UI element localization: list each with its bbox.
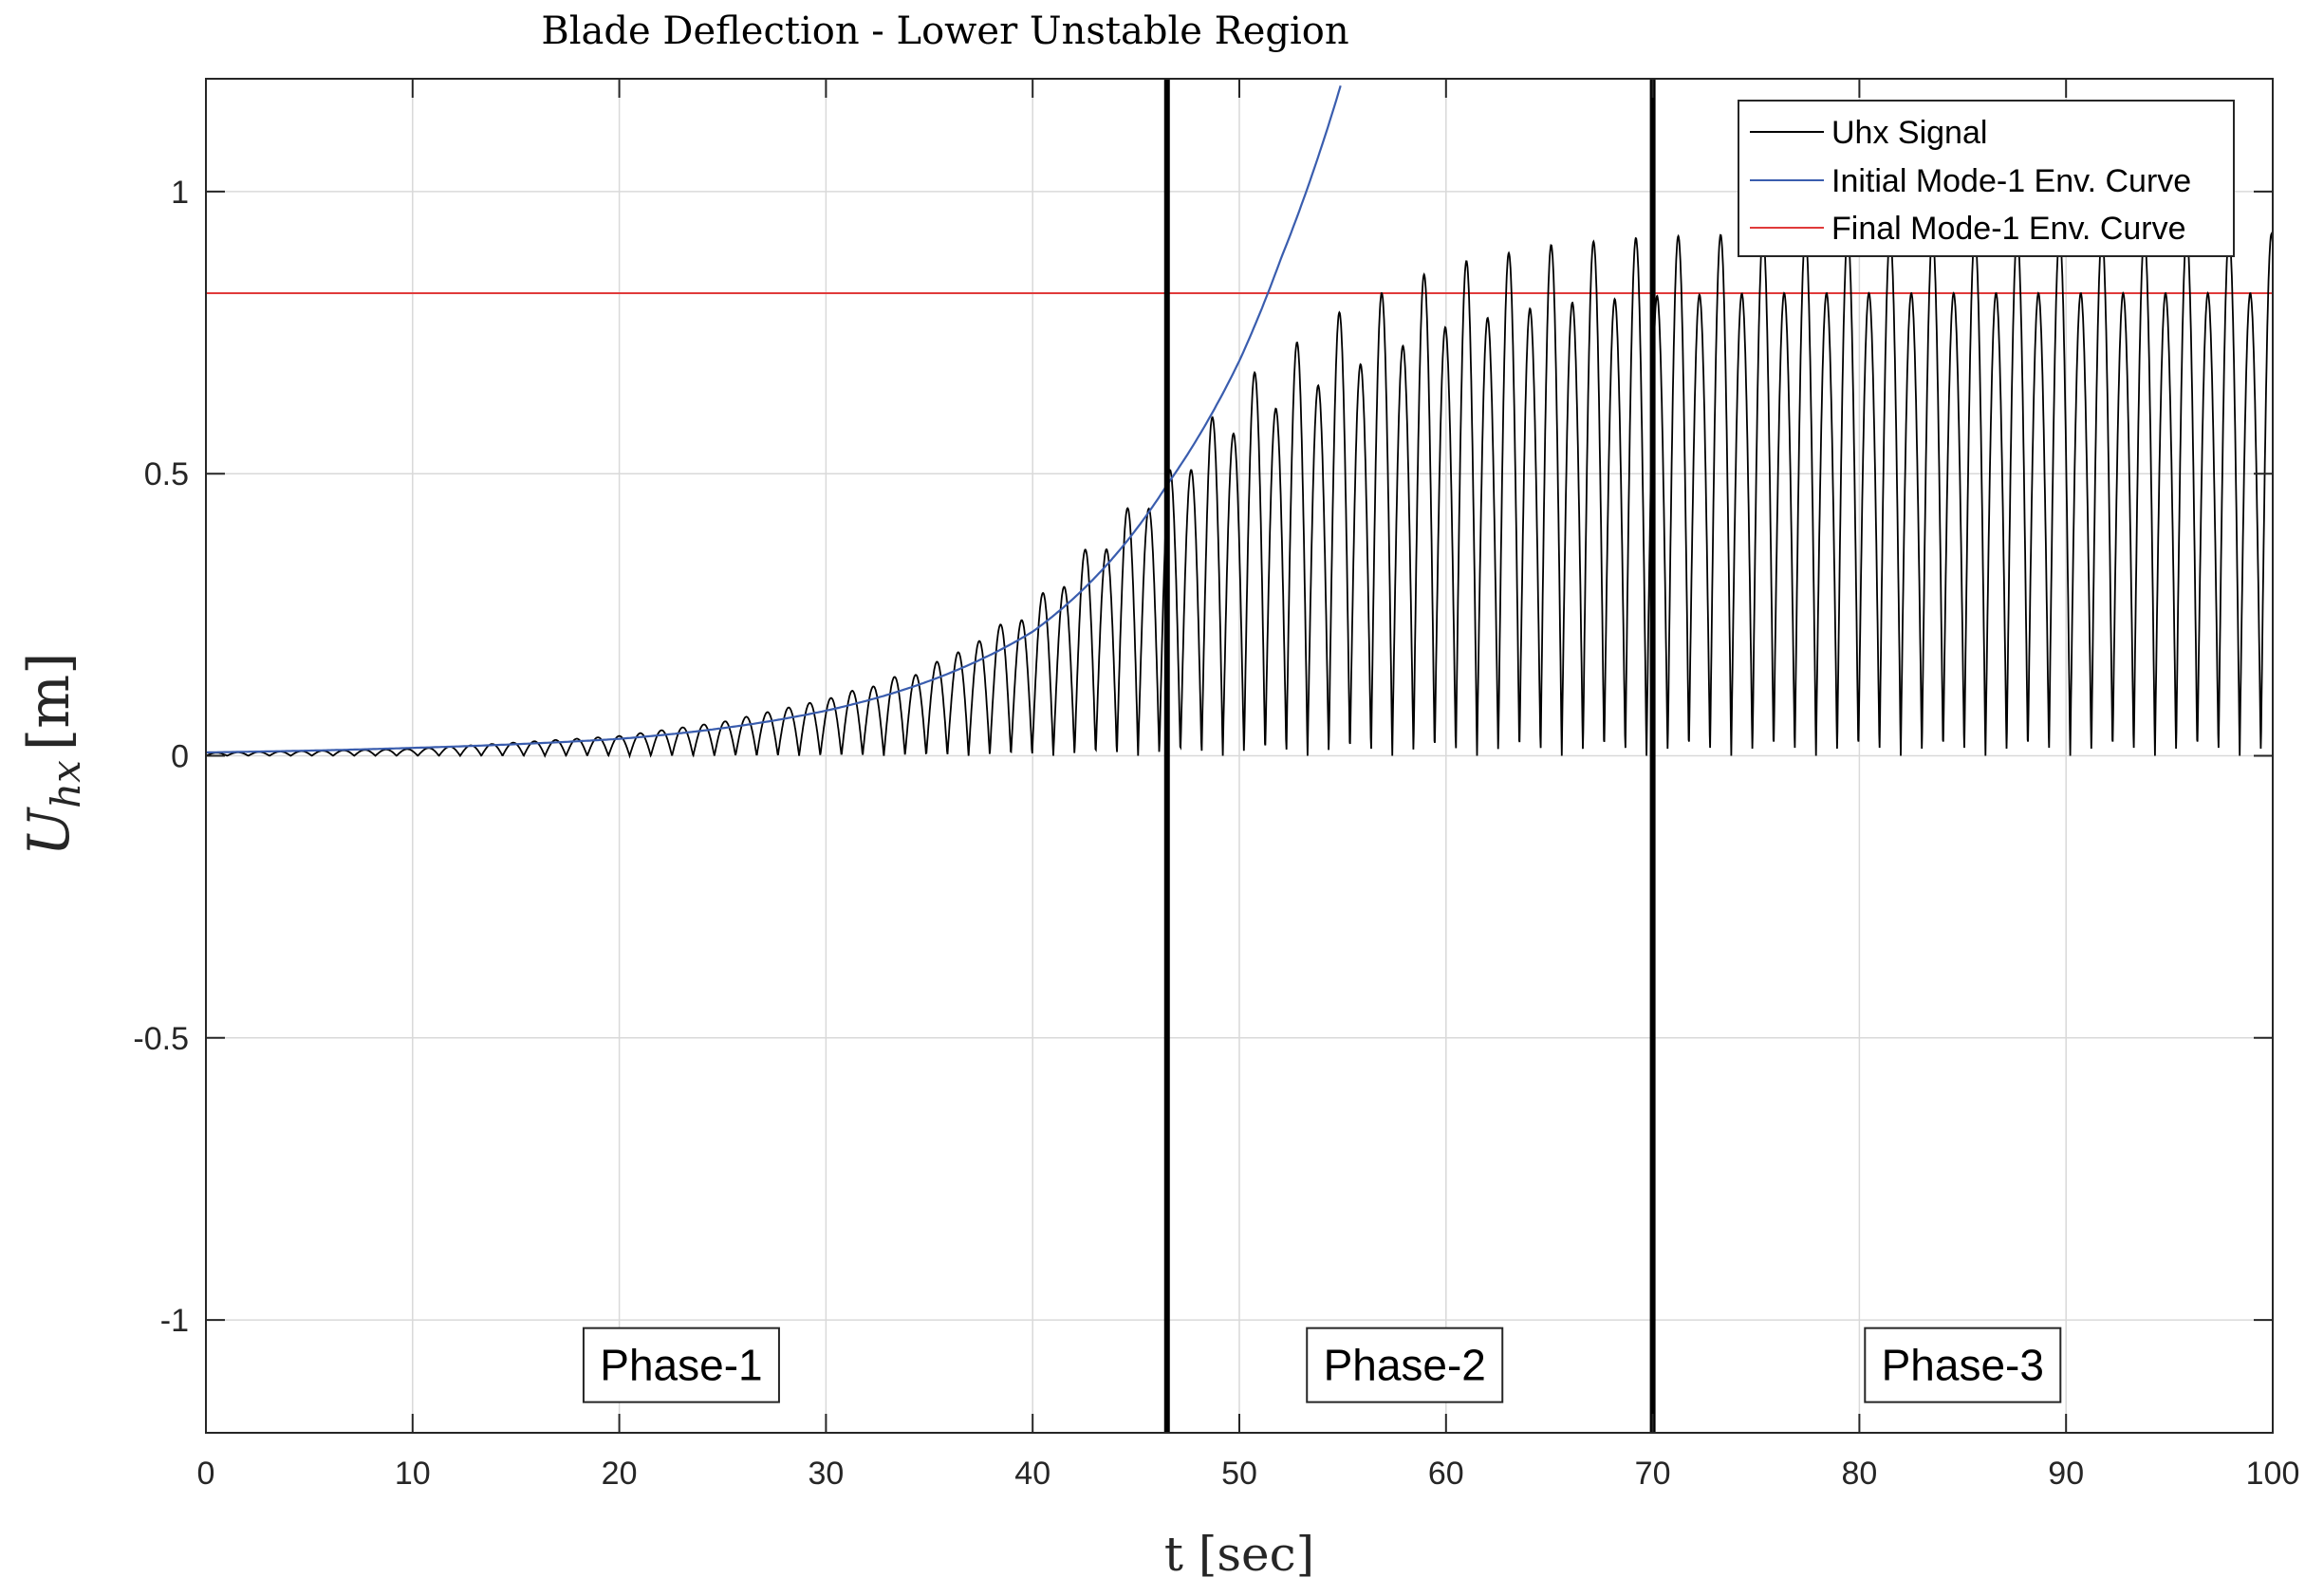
y-tick-label: 0.5: [144, 456, 189, 492]
x-tick-label: 40: [1014, 1456, 1050, 1492]
y-axis-label-unit: [m]: [16, 652, 83, 751]
x-tick-label: 0: [197, 1456, 215, 1492]
series-uhx-signal: [206, 232, 2273, 759]
y-tick-label: 0: [171, 739, 189, 775]
phase-label-box: [582, 1327, 780, 1403]
y-tick-label: 1: [171, 175, 189, 211]
phase-label: Phase-3: [1882, 1341, 2044, 1390]
y-axis-label: Uhx [m]: [16, 652, 89, 856]
x-tick-label: 30: [808, 1456, 844, 1492]
series-initial-envelope: [206, 84, 1342, 753]
y-tick-label: -1: [160, 1303, 189, 1339]
x-tick-label: 80: [1841, 1456, 1877, 1492]
x-tick-label: 100: [2246, 1456, 2300, 1492]
phase-layer: Phase-1 Phase-2 Phase-3: [582, 79, 2062, 1433]
legend-label-uhx-signal: Uhx Signal: [1831, 115, 1987, 151]
x-axis-label: t [sec]: [1164, 1527, 1314, 1582]
x-tick-label: 20: [602, 1456, 638, 1492]
phase-label-box: [1864, 1327, 2062, 1403]
y-tick-label: -0.5: [133, 1021, 189, 1057]
legend-label-final-envelope: Final Mode-1 Env. Curve: [1831, 211, 2186, 247]
x-tick-label: 10: [395, 1456, 431, 1492]
phase-label-box: [1306, 1327, 1504, 1403]
tick-marks: [205, 79, 2274, 1433]
y-axis-label-subscript: hx: [43, 760, 89, 808]
y-axis-label-main: U: [16, 807, 83, 857]
x-tick-label: 50: [1221, 1456, 1257, 1492]
legend-label-initial-envelope: Initial Mode-1 Env. Curve: [1831, 163, 2191, 199]
phase-label: Phase-2: [1324, 1341, 1486, 1390]
phase-label: Phase-1: [600, 1341, 762, 1390]
legend-box: [1738, 100, 2235, 257]
x-tick-label: 70: [1635, 1456, 1671, 1492]
svg-text:Uhx[m]: Uhx [m]: [16, 652, 89, 856]
series-layer: [206, 84, 2273, 759]
x-tick-label: 60: [1428, 1456, 1464, 1492]
chart-title: Blade Deflection - Lower Unstable Region: [541, 9, 1348, 53]
legend: Uhx Signal Initial Mode-1 Env. Curve Fin…: [1738, 100, 2235, 257]
y-tick-labels: -1 -0.5 0 0.5 1: [133, 175, 189, 1339]
plot-area: Phase-1 Phase-2 Phase-3: [205, 78, 2274, 1434]
x-tick-label: 90: [2048, 1456, 2084, 1492]
x-tick-labels: 0 10 20 30 40 50 60 70 80 90 100: [197, 1456, 2300, 1492]
